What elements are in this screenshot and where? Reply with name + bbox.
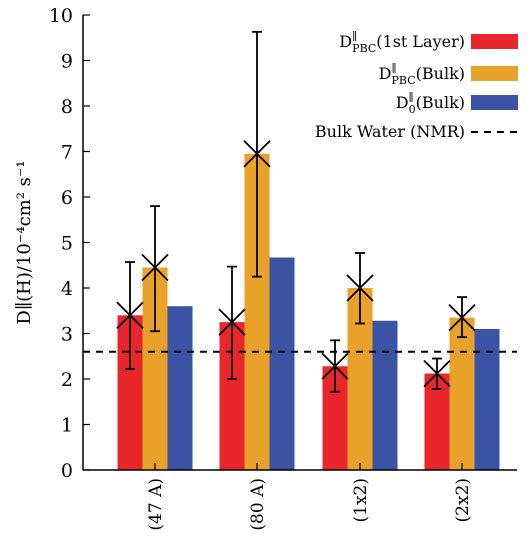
bar-series-2-3 bbox=[474, 328, 500, 470]
legend-label-1: D∥ PBC(Bulk) bbox=[379, 62, 465, 87]
xtick-label-3: (2x2) bbox=[453, 478, 473, 522]
bar-series-2-0 bbox=[167, 306, 193, 470]
ytick-label-6: 6 bbox=[61, 187, 73, 209]
bar-series-1-3 bbox=[449, 317, 475, 470]
ytick-label-2: 2 bbox=[61, 369, 73, 391]
marker-x-b-1-2 bbox=[346, 274, 374, 302]
xtick-label-0: (47 A) bbox=[146, 478, 166, 531]
marker-x-b-1-1 bbox=[243, 140, 271, 168]
legend-label-0: D∥ PBC(1st Layer) bbox=[339, 30, 465, 55]
y-axis-label: D∥(H)/10⁻⁴cm² s⁻¹ bbox=[14, 160, 35, 324]
legend-label-reference: Bulk Water (NMR) bbox=[315, 122, 465, 141]
legend-swatch-0 bbox=[471, 34, 518, 49]
bar-series-2-1 bbox=[269, 257, 295, 470]
marker-x-b-1-0 bbox=[141, 253, 169, 282]
ytick-label-1: 1 bbox=[61, 415, 73, 437]
xtick-label-2: (1x2) bbox=[351, 478, 371, 522]
ytick-label-3: 3 bbox=[61, 324, 73, 346]
marker-x-b-0-3 bbox=[423, 359, 451, 388]
ytick-label-7: 7 bbox=[61, 142, 73, 164]
plot-area: 0 1 2 3 4 5 6 7 8 9 10 (47 A) (80 A) (1x2) (2x2) D∥(H)/… bbox=[14, 5, 518, 531]
legend-label-2: D∥ 0(Bulk) bbox=[396, 91, 465, 116]
ytick-label-10: 10 bbox=[49, 5, 73, 27]
ytick-label-0: 0 bbox=[61, 460, 73, 482]
marker-x-b-0-2 bbox=[321, 352, 349, 380]
ytick-label-8: 8 bbox=[61, 96, 73, 118]
marker-x-b-1-3 bbox=[448, 303, 476, 332]
bar-series-2-2 bbox=[372, 320, 398, 470]
marker-x-b-0-1 bbox=[218, 308, 246, 336]
legend: D∥ PBC(1st Layer) D∥ PBC(Bulk) D∥ 0(Bulk) Bulk… bbox=[315, 30, 518, 141]
legend-swatch-1 bbox=[471, 66, 518, 81]
ytick-label-4: 4 bbox=[61, 278, 73, 300]
legend-swatch-2 bbox=[471, 95, 518, 110]
ytick-label-5: 5 bbox=[61, 233, 73, 255]
ytick-label-9: 9 bbox=[61, 51, 73, 73]
xtick-label-1: (80 A) bbox=[248, 478, 268, 531]
marker-x-b-0-0 bbox=[116, 301, 144, 329]
